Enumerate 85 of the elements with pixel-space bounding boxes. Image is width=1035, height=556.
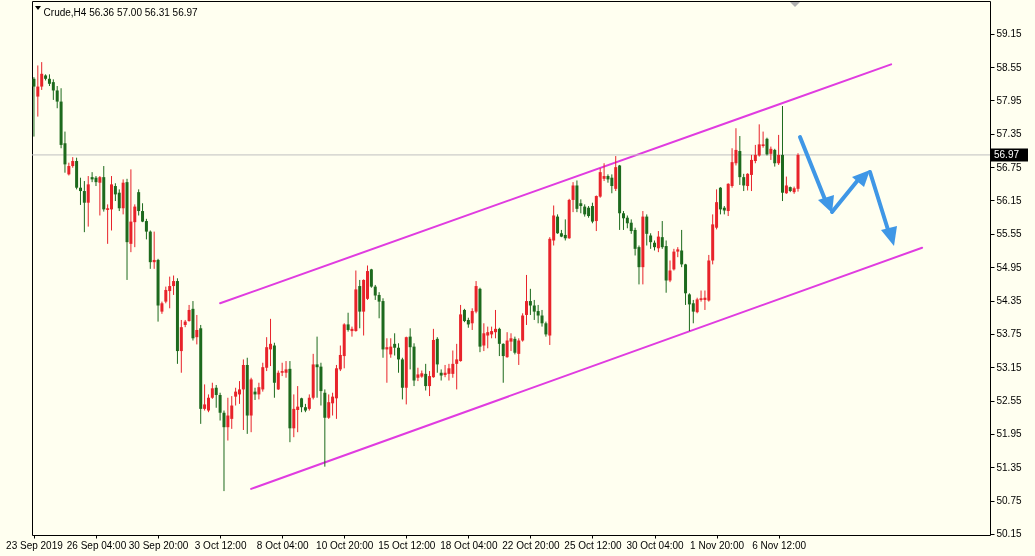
candlestick — [505, 331, 509, 359]
candlestick — [575, 179, 579, 213]
candlestick — [532, 299, 536, 321]
candlestick — [680, 229, 684, 268]
candlestick — [397, 342, 401, 374]
candlestick — [621, 210, 625, 231]
candlestick — [51, 78, 55, 101]
x-tick-label: 3 Oct 12:00 — [194, 539, 247, 551]
y-tick-label: 50.75 — [996, 495, 1022, 507]
x-tick-label: 6 Nov 12:00 — [752, 539, 807, 551]
y-tick-label: 51.95 — [996, 428, 1022, 440]
x-tick-label: 30 Sep 20:00 — [128, 539, 189, 551]
candlestick — [82, 180, 86, 233]
y-tick-label: 52.55 — [996, 395, 1022, 407]
candlestick — [327, 393, 331, 420]
x-tick-label: 26 Sep 04:00 — [66, 539, 127, 551]
candlestick — [292, 393, 296, 438]
y-tick-label: 51.35 — [996, 461, 1022, 473]
candlestick — [610, 173, 614, 194]
y-tick-label: 56.75 — [996, 161, 1022, 173]
candlestick — [718, 186, 722, 215]
candlestick — [94, 175, 98, 187]
candlestick — [501, 342, 505, 384]
candlestick — [32, 76, 36, 138]
y-tick-label: 53.75 — [996, 328, 1022, 340]
candlestick — [226, 397, 230, 442]
candlestick — [645, 213, 649, 246]
x-tick-label: 22 Oct 20:00 — [502, 539, 560, 551]
candlestick — [98, 175, 102, 216]
candlestick — [86, 175, 90, 228]
candlestick — [556, 213, 560, 235]
candlestick — [172, 275, 176, 296]
candlestick — [137, 188, 141, 216]
candlestick — [179, 319, 183, 374]
candlestick — [40, 61, 44, 91]
x-tick-label: 30 Oct 04:00 — [626, 539, 685, 551]
candlestick — [517, 337, 521, 366]
candlestick — [528, 288, 532, 316]
candlestick — [195, 314, 199, 345]
y-tick-label: 57.35 — [996, 128, 1022, 140]
candlestick — [525, 274, 529, 326]
candlestick — [482, 322, 486, 352]
candlestick — [687, 292, 691, 332]
x-tick-label: 18 Oct 04:00 — [440, 539, 498, 551]
candlestick — [416, 367, 420, 382]
candlestick — [606, 173, 610, 184]
x-tick-label: 25 Oct 12:00 — [564, 539, 623, 551]
candlestick — [276, 370, 280, 391]
y-tick-label: 57.95 — [996, 94, 1022, 106]
y-tick-label: 59.15 — [996, 28, 1022, 40]
candlestick — [424, 363, 428, 392]
ref-line-label: 56.97 — [994, 148, 1020, 160]
x-tick-label: 1 Nov 20:00 — [690, 539, 745, 551]
candlestick — [769, 146, 773, 161]
y-tick-label: 54.35 — [996, 295, 1022, 307]
candlestick — [536, 304, 540, 324]
candlestick — [78, 177, 82, 206]
candlestick — [497, 327, 501, 357]
x-tick-label: 23 Sep 2019 — [6, 539, 64, 551]
candlestick — [117, 188, 121, 212]
candlestick — [563, 218, 567, 241]
candlestick — [168, 276, 172, 309]
candlestick — [757, 123, 761, 158]
y-tick-label: 50.15 — [996, 528, 1022, 540]
y-tick-label: 58.55 — [996, 61, 1022, 73]
candlestick — [447, 363, 451, 382]
y-tick-label: 55.55 — [996, 228, 1022, 240]
candlestick — [284, 360, 288, 379]
text: Crude,H4 56.36 57.00 56.31 56.97 — [43, 7, 199, 18]
candlestick — [296, 385, 300, 433]
y-tick-label: 54.95 — [996, 261, 1022, 273]
candlestick — [614, 155, 618, 192]
y-tick-label: 53.15 — [996, 361, 1022, 373]
x-tick-label: 10 Oct 20:00 — [316, 539, 374, 551]
candlestick — [346, 312, 350, 333]
candlestick — [238, 380, 241, 405]
candlestick — [129, 168, 133, 253]
candlestick — [486, 326, 490, 349]
candlestick — [36, 64, 40, 118]
x-tick-label: 8 Oct 04:00 — [256, 539, 309, 551]
candlestick — [777, 134, 781, 166]
x-tick-label: 15 Oct 12:00 — [378, 539, 436, 551]
y-tick-label: 56.15 — [996, 194, 1022, 206]
candlestick — [451, 350, 455, 379]
candlestick — [393, 332, 397, 357]
